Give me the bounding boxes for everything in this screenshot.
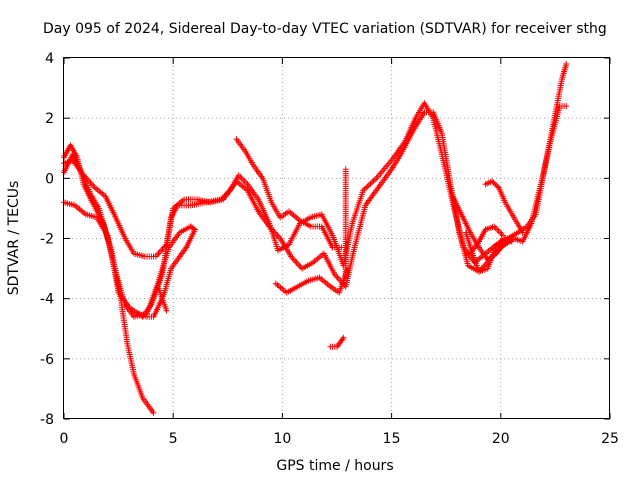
y-tick-label: 4 [45,51,54,67]
series-trace-c [61,61,570,320]
series-trace-e [233,136,345,251]
series-trace-a [61,142,157,416]
x-tick-label: 5 [169,431,178,447]
chart-title: Day 095 of 2024, Sidereal Day-to-day VTE… [43,21,607,37]
y-tick-label: 2 [45,111,54,127]
plus-markers [61,103,570,290]
series-trace-g [327,334,347,350]
y-tick-label: -8 [40,412,54,428]
plus-markers [327,334,347,350]
y-tick-label: 0 [45,171,54,187]
y-axis-label: SDTVAR / TECUs [6,181,22,296]
series-trace-h [342,166,349,281]
y-tick-label: -4 [40,292,54,308]
x-tick-label: 15 [383,431,401,447]
x-tick-label: 0 [60,431,69,447]
data-points [61,61,570,416]
plot-frame [63,57,610,419]
plus-markers [233,136,345,251]
gridlines [64,58,610,419]
series-trace-n [154,283,170,314]
plus-markers [272,265,351,296]
axis-ticks: 0 5 10 15 20 25 -8 -6 -4 -2 0 2 4 [40,51,619,447]
plus-markers [61,61,570,320]
series-trace-l [467,223,506,257]
y-tick-label: -2 [40,232,54,248]
plus-markers [61,151,194,320]
x-tick-label: 10 [273,431,291,447]
series-trace-b [61,151,194,320]
x-tick-label: 20 [492,431,510,447]
series-trace-d [61,103,570,290]
series-trace-f [272,265,351,296]
plus-markers [154,283,170,314]
y-tick-label: -6 [40,352,54,368]
plus-markers [61,142,157,416]
plus-markers [467,223,506,257]
plus-markers [482,178,526,236]
series-trace-i [482,178,526,236]
plus-markers [342,166,349,281]
x-tick-label: 25 [601,431,619,447]
x-axis-label: GPS time / hours [276,458,393,474]
